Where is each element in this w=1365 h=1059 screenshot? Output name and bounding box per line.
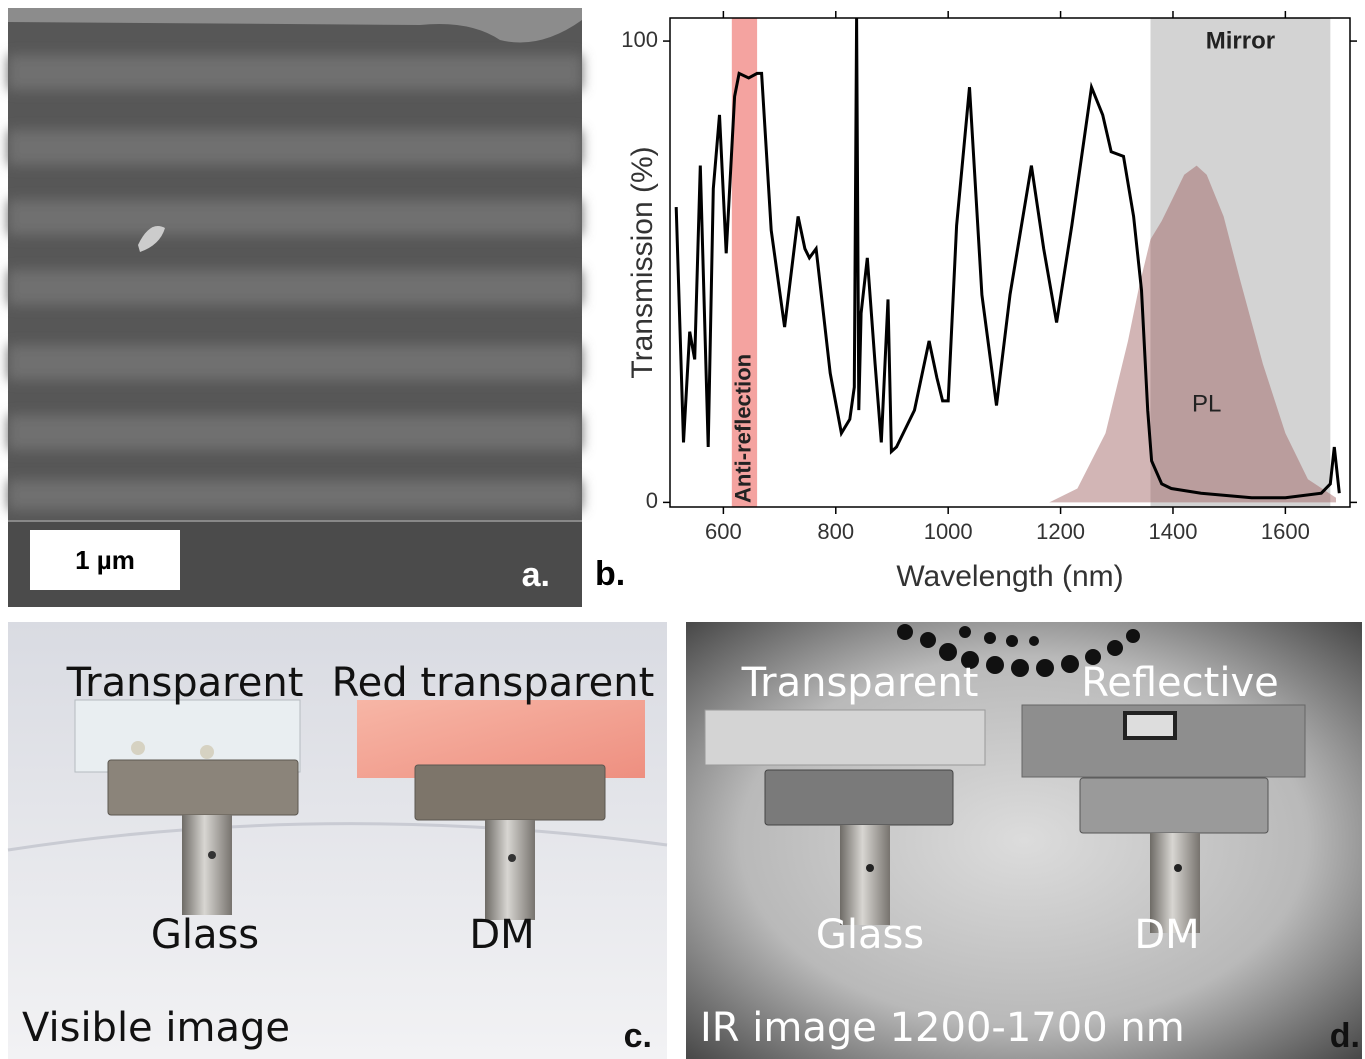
holder-post [182, 815, 232, 915]
x-tick-label: 800 [817, 519, 854, 544]
top-debris [8, 8, 582, 43]
holder-bar [1079, 777, 1269, 834]
glass-plate [704, 709, 986, 766]
bead [131, 741, 145, 755]
sample-label: DM [469, 912, 534, 958]
panel-a: 1 µm a. [8, 8, 582, 607]
particle [138, 226, 165, 252]
photo-background [8, 622, 667, 1059]
reflection [7, 822, 668, 852]
scale-bar-box [30, 530, 180, 590]
band-label: Mirror [1206, 27, 1275, 54]
x-axis-title: Wavelength (nm) [896, 560, 1123, 593]
holder-bar [107, 759, 299, 816]
holder-post [840, 825, 890, 925]
sample-label: Red transparent [332, 660, 655, 706]
photo-background [686, 622, 1362, 1059]
pl-area [1049, 165, 1336, 503]
x-tick-label: 600 [705, 519, 742, 544]
x-tick-label: 1000 [924, 519, 973, 544]
sem-image [8, 8, 582, 607]
caption: IR image 1200-1700 nm [700, 1005, 1185, 1051]
clip [1123, 711, 1177, 740]
panel-letter: c. [624, 1017, 652, 1055]
transmission-line [674, 18, 1341, 500]
panel-letter: d. [1330, 1017, 1360, 1055]
hole [866, 864, 874, 872]
bead [200, 745, 214, 759]
panel-letter: b. [595, 555, 625, 593]
panel-d: Transparent Reflective Glass DM IR image… [686, 622, 1362, 1059]
band [731, 18, 758, 507]
y-tick-label: 0 [646, 488, 658, 513]
holder-bar [764, 769, 954, 826]
x-tick-label: 1400 [1148, 519, 1197, 544]
hole [208, 851, 216, 859]
pl-label: PL [1192, 390, 1221, 417]
holder-bar [414, 764, 606, 821]
x-tick-label: 1600 [1261, 519, 1310, 544]
sample-label: Glass [151, 912, 259, 958]
scale-bar: 1 µm [75, 545, 135, 575]
band-label: Anti-reflection [730, 354, 755, 503]
holder-post [1150, 833, 1200, 933]
hole [508, 854, 516, 862]
y-axis-title: Transmission (%) [626, 146, 659, 378]
sample-label: Transparent [741, 660, 979, 706]
y-tick-label: 100 [621, 27, 658, 52]
x-tick-label: 1200 [1036, 519, 1085, 544]
sample-label: Glass [816, 912, 924, 958]
sample-label: DM [1134, 912, 1199, 958]
panel-c: Transparent Red transparent Glass DM Vis… [7, 622, 668, 1059]
sem-layers [8, 55, 582, 510]
plot-frame [669, 17, 1351, 508]
hole [1174, 864, 1182, 872]
sample-label: Transparent [66, 660, 304, 706]
sample-label: Reflective [1081, 660, 1278, 706]
holder-post [485, 820, 535, 920]
caption: Visible image [22, 1005, 290, 1051]
panel-letter: a. [522, 556, 550, 594]
band [1150, 18, 1331, 507]
target-dots [897, 624, 1140, 677]
